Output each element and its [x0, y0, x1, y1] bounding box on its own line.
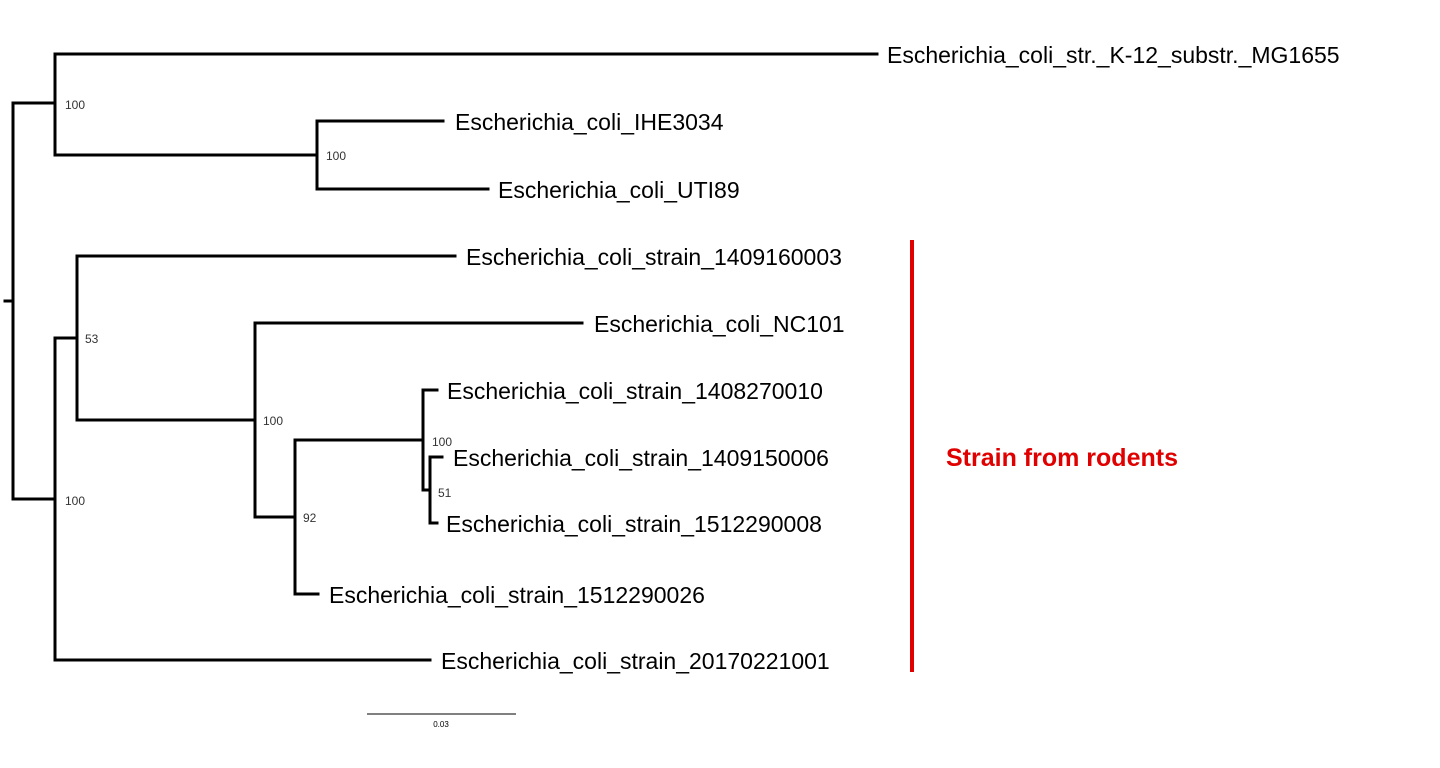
support-value-clade-e: 92	[303, 511, 317, 525]
group-label: Strain from rodents	[946, 444, 1178, 472]
leaf-label-1409160003: Escherichia_coli_strain_1409160003	[466, 244, 842, 270]
leaf-label-1512290026: Escherichia_coli_strain_1512290026	[329, 582, 705, 608]
support-value-clade-g: 51	[438, 486, 452, 500]
support-value-clade-a: 100	[65, 98, 85, 112]
support-value-clade-c: 53	[85, 332, 99, 346]
leaf-label-uti89: Escherichia_coli_UTI89	[498, 177, 740, 203]
support-value-clade-b: 100	[65, 494, 85, 508]
leaf-label-20170221001: Escherichia_coli_strain_20170221001	[441, 648, 830, 674]
leaf-label-nc101: Escherichia_coli_NC101	[594, 311, 845, 337]
scale-bar-label: 0.03	[433, 720, 449, 729]
support-value-clade-d: 100	[263, 414, 283, 428]
leaf-label-1512290008: Escherichia_coli_strain_1512290008	[446, 511, 822, 537]
leaf-label-1409150006: Escherichia_coli_strain_1409150006	[453, 445, 829, 471]
support-value-clade-ihe-uti: 100	[326, 149, 346, 163]
leaf-label-ihe3034: Escherichia_coli_IHE3034	[455, 109, 724, 135]
leaf-label-1408270010: Escherichia_coli_strain_1408270010	[447, 378, 823, 404]
support-value-clade-f: 100	[432, 435, 452, 449]
leaf-label-mg1655: Escherichia_coli_str._K-12_substr._MG165…	[887, 42, 1340, 68]
